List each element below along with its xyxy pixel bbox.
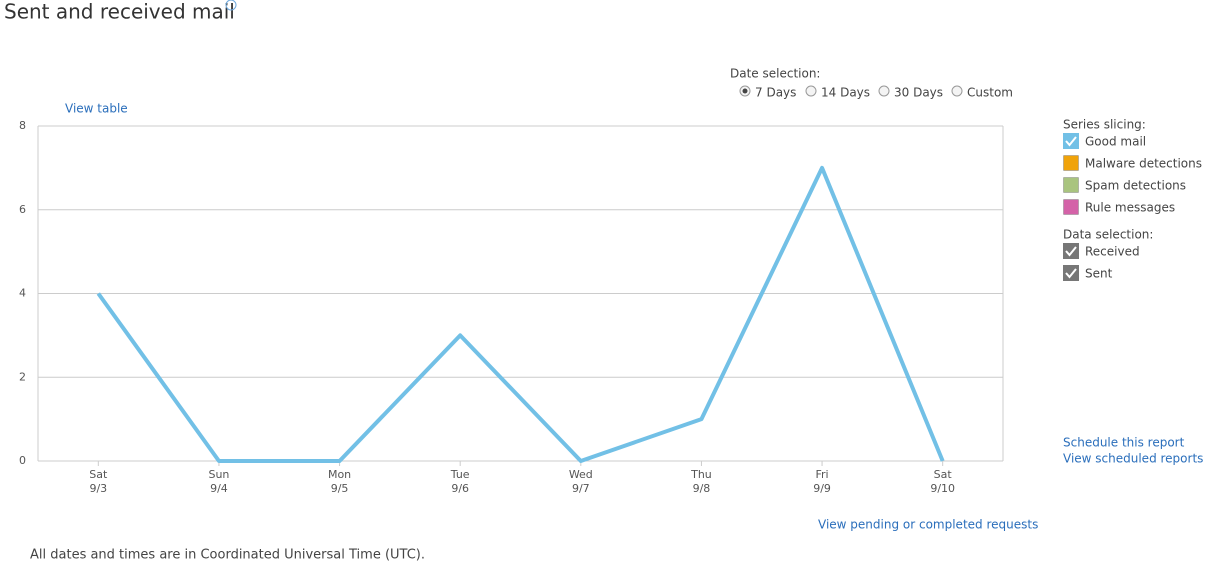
series-line [96, 165, 945, 463]
x-tick-label: Tue [450, 468, 470, 481]
x-tick-date: 9/7 [572, 482, 590, 495]
checkmark [1065, 246, 1077, 257]
footer-note: All dates and times are in Coordinated U… [30, 548, 425, 563]
x-tick-label: Sun [208, 468, 229, 481]
legend-swatch[interactable] [1063, 177, 1079, 193]
checkbox[interactable] [1063, 243, 1079, 259]
radio-button[interactable] [951, 85, 963, 97]
legend-label: Good mail [1085, 135, 1146, 149]
x-tick-date: 9/8 [693, 482, 711, 495]
legend-swatch[interactable] [1063, 133, 1079, 149]
x-tick-label: Wed [569, 468, 593, 481]
x-tick-date: 9/6 [451, 482, 469, 495]
legend-label: Rule messages [1085, 201, 1175, 215]
checkbox-label: Received [1085, 245, 1140, 259]
x-tick-date: 9/5 [331, 482, 349, 495]
y-tick-label: 4 [19, 287, 26, 300]
radio-label: 14 Days [821, 86, 870, 100]
date-selection-label: Date selection: [730, 67, 820, 81]
y-tick-label: 2 [19, 370, 26, 383]
series-slicing-label: Series slicing: [1063, 118, 1146, 132]
x-tick-label: Thu [690, 468, 712, 481]
radio-button[interactable] [878, 85, 890, 97]
x-tick-label: Fri [816, 468, 829, 481]
data-selection-label: Data selection: [1063, 228, 1153, 242]
radio-label: Custom [967, 86, 1013, 100]
x-tick-label: Sat [89, 468, 108, 481]
x-tick-label: Mon [328, 468, 351, 481]
schedule-link[interactable]: Schedule this report [1063, 436, 1185, 450]
requests-link[interactable]: View pending or completed requests [818, 518, 1038, 532]
x-tick-date: 9/3 [89, 482, 107, 495]
info-icon[interactable] [225, 0, 237, 11]
legend-label: Malware detections [1085, 157, 1202, 171]
page-title: Sent and received mail [4, 0, 235, 24]
y-tick-label: 6 [19, 203, 26, 216]
y-tick-label: 0 [19, 454, 26, 467]
legend-swatch[interactable] [1063, 199, 1079, 215]
radio-dot [742, 88, 748, 94]
x-tick-date: 9/10 [930, 482, 955, 495]
radio-label: 30 Days [894, 86, 943, 100]
scheduled-reports-link[interactable]: View scheduled reports [1063, 452, 1203, 466]
x-tick-label: Sat [934, 468, 953, 481]
view-table-link[interactable]: View table [65, 102, 128, 116]
y-tick-label: 8 [19, 119, 26, 132]
legend-swatch[interactable] [1063, 155, 1079, 171]
checkbox[interactable] [1063, 265, 1079, 281]
x-tick-date: 9/9 [813, 482, 831, 495]
checkbox-label: Sent [1085, 267, 1113, 281]
radio-button[interactable] [805, 85, 817, 97]
checkmark [1065, 268, 1077, 279]
checkmark [1065, 136, 1077, 147]
radio-label: 7 Days [755, 86, 796, 100]
legend-label: Spam detections [1085, 179, 1186, 193]
x-tick-date: 9/4 [210, 482, 228, 495]
